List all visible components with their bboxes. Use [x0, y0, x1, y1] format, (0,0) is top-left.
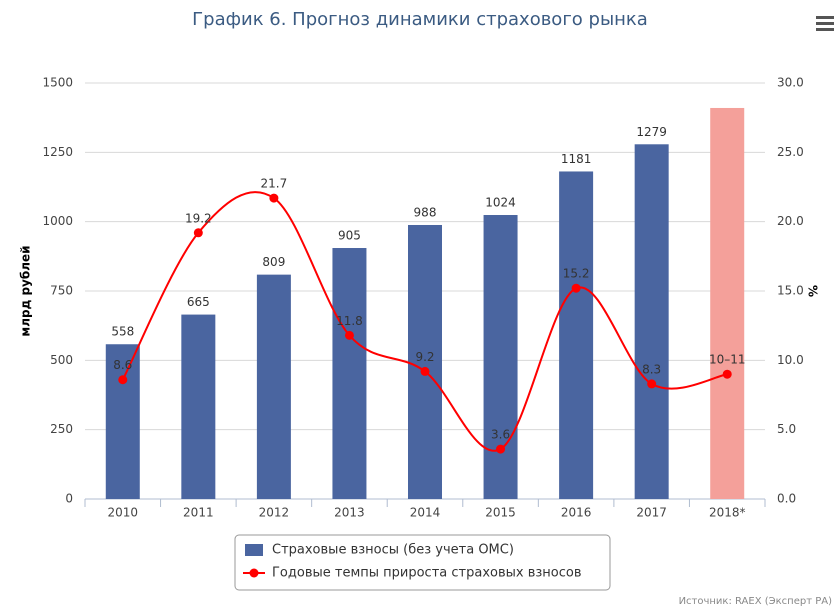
- line-point: [269, 193, 279, 203]
- line-value-label: 9.2: [415, 350, 434, 364]
- menu-icon[interactable]: [816, 16, 834, 31]
- y2-axis-label: %: [806, 285, 820, 297]
- line-point: [344, 330, 354, 340]
- line-value-label: 21.7: [261, 177, 288, 191]
- y-tick-label: 1500: [42, 76, 73, 90]
- source: Источник: RAEX (Эксперт РА): [679, 596, 833, 607]
- y-tick-label: 250: [50, 422, 73, 436]
- y-tick-label: 0: [65, 492, 73, 506]
- bar-value-label: 988: [414, 205, 437, 219]
- legend-label: Страховые взносы (без учета ОМС): [272, 543, 514, 558]
- x-tick-label: 2015: [485, 506, 516, 520]
- bar: [483, 215, 518, 499]
- x-tick-label: 2012: [259, 506, 290, 520]
- x-tick-label: 2014: [410, 506, 441, 520]
- line-point: [496, 444, 506, 454]
- bar-value-label: 809: [262, 255, 285, 269]
- line-value-label: 19.2: [185, 211, 212, 225]
- x-tick-label: 2013: [334, 506, 365, 520]
- y-axis-label: млрд рублей: [19, 245, 33, 336]
- bar-value-label: 1024: [485, 196, 516, 210]
- chart-title: График 6. Прогноз динамики страхового ры…: [192, 9, 648, 30]
- y2-tick-label: 0.0: [777, 492, 796, 506]
- line-point: [193, 228, 203, 238]
- y-tick-label: 750: [50, 284, 73, 298]
- line-point: [571, 283, 581, 293]
- line-value-label: 8.6: [113, 358, 132, 372]
- x-tick-label: 2010: [108, 506, 139, 520]
- y2-tick-label: 25.0: [777, 145, 804, 159]
- line-point: [420, 366, 430, 376]
- y2-tick-label: 20.0: [777, 214, 804, 228]
- legend-box: [234, 534, 611, 591]
- bar: [408, 224, 442, 499]
- bar: [181, 314, 216, 499]
- bar: [710, 107, 745, 500]
- annotation: 10–11: [709, 353, 746, 367]
- x-tick-label: 2017: [636, 506, 667, 520]
- legend-label: Годовые темпы прироста страховых взносов: [272, 566, 582, 581]
- line-value-label: 11.8: [336, 314, 363, 328]
- line-value-label: 8.3: [642, 362, 661, 376]
- y2-tick-label: 5.0: [777, 422, 796, 436]
- bar: [634, 144, 669, 500]
- menu-bar: [816, 28, 834, 31]
- bar: [105, 344, 140, 499]
- bar: [256, 274, 291, 499]
- y-tick-label: 1250: [42, 145, 73, 159]
- bar-value-label: 1279: [636, 125, 667, 139]
- legend-swatch: [249, 568, 259, 578]
- bar-value-label: 665: [187, 295, 210, 309]
- legend-swatch: [245, 544, 263, 556]
- bar-value-label: 558: [111, 325, 134, 339]
- y-tick-label: 500: [50, 353, 73, 367]
- y-tick-label: 1000: [42, 214, 73, 228]
- line-point: [647, 379, 657, 389]
- bar-value-label: 905: [338, 229, 361, 243]
- line-point: [118, 375, 128, 385]
- y2-tick-label: 15.0: [777, 284, 804, 298]
- y2-tick-label: 10.0: [777, 353, 804, 367]
- line-point: [722, 369, 732, 379]
- menu-bar: [816, 16, 834, 19]
- bar-value-label: 1181: [561, 152, 592, 166]
- x-tick-label: 2018*: [709, 506, 746, 520]
- x-tick-label: 2016: [561, 506, 592, 520]
- bar: [332, 248, 367, 499]
- line-value-label: 3.6: [491, 428, 510, 442]
- x-tick-label: 2011: [183, 506, 214, 520]
- y2-tick-label: 30.0: [777, 76, 804, 90]
- menu-bar: [816, 22, 834, 25]
- line-value-label: 15.2: [563, 267, 590, 281]
- bar: [559, 171, 594, 499]
